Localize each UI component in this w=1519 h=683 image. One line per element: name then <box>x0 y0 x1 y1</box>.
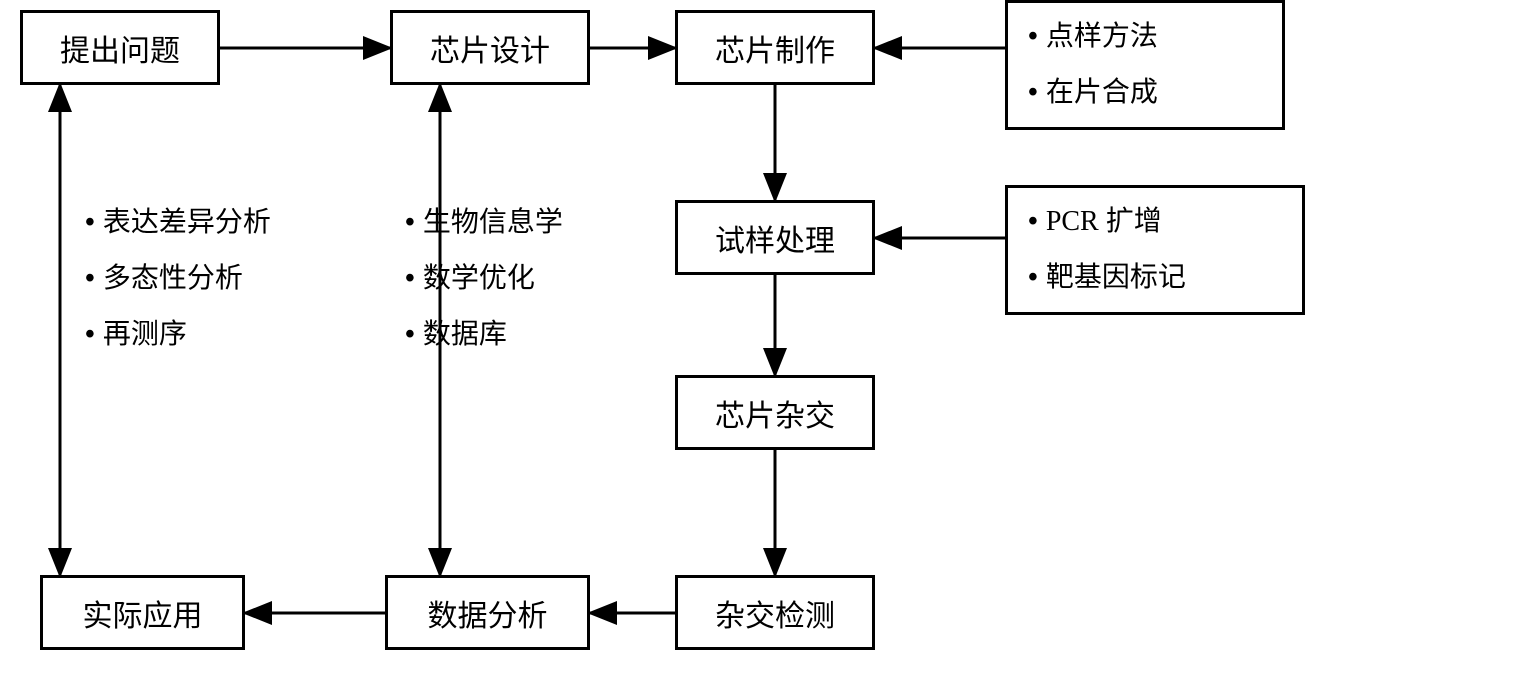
node-hybrid-detection: 杂交检测 <box>675 575 875 650</box>
node-label: 杂交检测 <box>715 591 835 635</box>
node-sample-processing: 试样处理 <box>675 200 875 275</box>
node-label: 数据分析 <box>428 591 548 635</box>
node-chip-design: 芯片设计 <box>390 10 590 85</box>
node-practical-application: 实际应用 <box>40 575 245 650</box>
node-fabrication-methods: 点样方法 在片合成 <box>1005 0 1285 130</box>
node-label: 实际应用 <box>83 591 203 635</box>
node-chip-hybridization: 芯片杂交 <box>675 375 875 450</box>
node-propose-problem: 提出问题 <box>20 10 220 85</box>
node-sample-methods: PCR 扩增 靶基因标记 <box>1005 185 1305 315</box>
annotation-item: 在片合成 <box>1028 65 1158 121</box>
annotation-list: 表达差异分析 多态性分析 再测序 <box>85 195 271 363</box>
annotation-item: 多态性分析 <box>85 251 271 307</box>
node-data-analysis: 数据分析 <box>385 575 590 650</box>
annotation-item: 再测序 <box>85 307 271 363</box>
annotation-item: 数学优化 <box>405 251 563 307</box>
node-label: 提出问题 <box>60 26 180 70</box>
node-label: 芯片杂交 <box>715 391 835 435</box>
annotation-design-methods: 生物信息学 数学优化 数据库 <box>405 195 563 363</box>
node-chip-fabrication: 芯片制作 <box>675 10 875 85</box>
node-label: 芯片制作 <box>715 26 835 70</box>
annotation-item: 点样方法 <box>1028 9 1158 65</box>
flowchart-container: 提出问题 芯片设计 芯片制作 试样处理 芯片杂交 杂交检测 数据分析 实际应用 … <box>0 0 1519 683</box>
annotation-list: 生物信息学 数学优化 数据库 <box>405 195 563 363</box>
annotation-item: 靶基因标记 <box>1028 250 1186 306</box>
annotation-item: 数据库 <box>405 307 563 363</box>
node-label: 芯片设计 <box>430 26 550 70</box>
annotation-list: PCR 扩增 靶基因标记 <box>1028 194 1186 306</box>
annotation-problem-types: 表达差异分析 多态性分析 再测序 <box>85 195 271 363</box>
annotation-list: 点样方法 在片合成 <box>1028 9 1158 121</box>
annotation-item: 生物信息学 <box>405 195 563 251</box>
annotation-item: PCR 扩增 <box>1028 194 1186 250</box>
annotation-item: 表达差异分析 <box>85 195 271 251</box>
node-label: 试样处理 <box>715 216 835 260</box>
